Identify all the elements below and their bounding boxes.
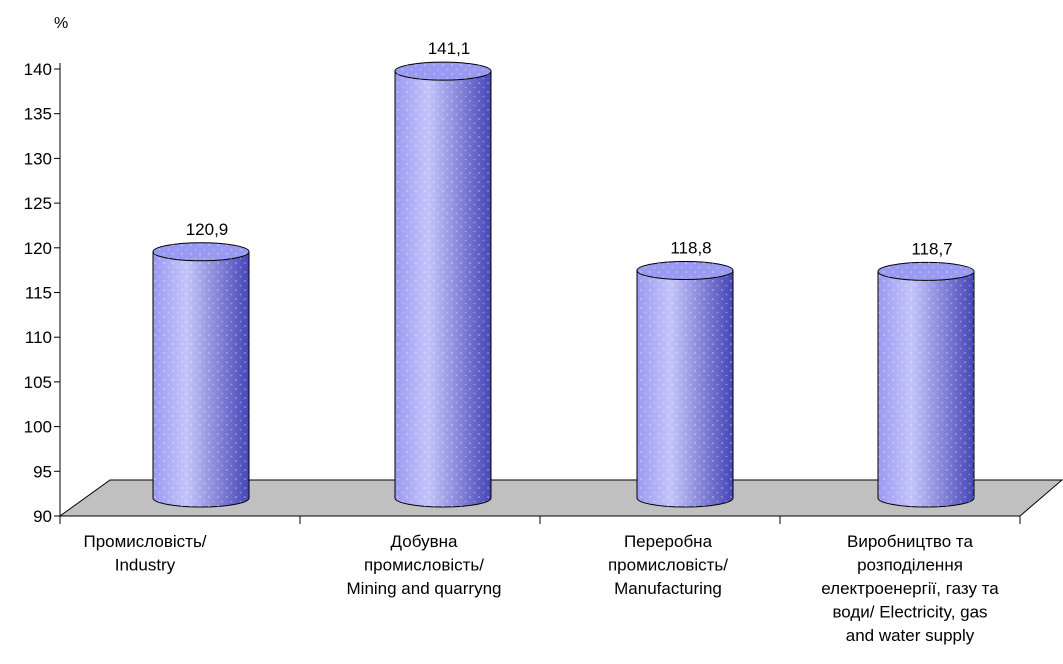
category-label-line: Industry [115, 556, 176, 575]
bar [152, 242, 250, 508]
data-label: 120,9 [186, 220, 229, 239]
category-label-line: Mining and quarryng [347, 579, 502, 598]
y-tick-label: 90 [33, 507, 52, 526]
category-label-line: Промисловість/ [83, 532, 206, 551]
y-tick-label: 115 [25, 284, 52, 303]
bar-top-texture [395, 62, 491, 81]
category-label: Добувна промисловість/Mining and quarryng [347, 532, 502, 598]
bar [394, 61, 492, 508]
bar-texture [637, 270, 733, 507]
y-tick-label: 125 [24, 194, 52, 213]
data-label: 141,1 [428, 39, 471, 58]
y-tick-label: 105 [24, 373, 52, 392]
data-label: 118,7 [911, 239, 952, 258]
y-tick-label: 130 [24, 149, 52, 168]
category-label-line: Виробництво та [847, 532, 974, 551]
category-label: Виробництво та розподілення електроенергії… [821, 532, 999, 645]
category-label-line: Переробна [624, 532, 713, 551]
category-label-line: промисловість/ [364, 556, 484, 575]
bar-top-texture [878, 262, 974, 281]
y-tick-label: 95 [33, 462, 52, 481]
category-label-line: розподілення [857, 556, 963, 575]
bar-texture [153, 251, 249, 507]
category-label-line: Manufacturing [614, 579, 722, 598]
bar-top-texture [153, 242, 249, 261]
category-label-line: промисловість/ [608, 556, 728, 575]
category-label-line: and water supply [846, 626, 975, 645]
category-label: Переробна промисловість/Manufacturing [608, 532, 728, 598]
bar-texture [395, 71, 491, 507]
y-tick-label: 100 [24, 418, 52, 437]
bar [636, 261, 734, 508]
bar-texture [878, 271, 974, 507]
y-axis-unit-label: % [54, 15, 68, 32]
y-tick-label: 140 [24, 60, 52, 79]
category-label-line: електроенергії, газу та [821, 579, 999, 598]
bar [877, 261, 975, 508]
y-tick-label: 135 [24, 105, 52, 124]
category-label: Промисловість/Industry [83, 532, 206, 575]
bar-top-texture [637, 261, 733, 280]
y-tick-label: 120 [24, 239, 52, 258]
data-label: 118,8 [670, 239, 711, 258]
category-label-line: Добувна [391, 532, 458, 551]
y-tick-label: 110 [25, 328, 52, 347]
category-label-line: води/ Electricity, gas [832, 603, 987, 622]
